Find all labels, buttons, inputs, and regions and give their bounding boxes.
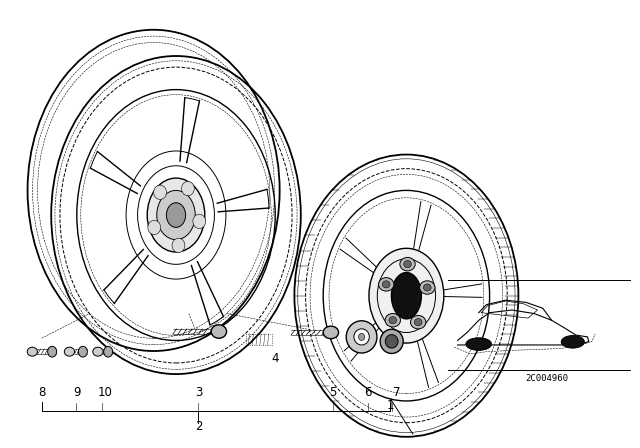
Ellipse shape (354, 329, 369, 345)
Text: 2C004960: 2C004960 (525, 374, 569, 383)
Text: 6: 6 (364, 385, 372, 399)
Ellipse shape (400, 258, 415, 271)
Ellipse shape (420, 281, 435, 294)
Ellipse shape (424, 284, 431, 291)
Ellipse shape (382, 281, 390, 288)
Ellipse shape (64, 347, 74, 356)
Text: 9: 9 (73, 385, 81, 399)
Ellipse shape (358, 333, 365, 340)
Text: 4: 4 (271, 352, 279, 365)
Ellipse shape (466, 338, 492, 350)
Text: 3: 3 (195, 385, 202, 399)
Ellipse shape (147, 178, 205, 252)
Ellipse shape (104, 346, 113, 357)
Text: 2: 2 (195, 420, 202, 433)
Bar (246, 334, 272, 345)
Ellipse shape (27, 347, 37, 356)
Ellipse shape (414, 319, 422, 326)
Ellipse shape (323, 326, 339, 339)
Ellipse shape (157, 190, 195, 240)
Ellipse shape (78, 346, 88, 357)
Ellipse shape (93, 347, 103, 356)
Text: 7: 7 (393, 385, 401, 399)
Ellipse shape (193, 214, 205, 228)
Ellipse shape (47, 346, 57, 357)
Ellipse shape (410, 315, 426, 329)
Ellipse shape (378, 278, 394, 291)
Ellipse shape (166, 202, 186, 228)
Ellipse shape (380, 329, 403, 353)
Text: 10: 10 (98, 385, 113, 399)
Ellipse shape (385, 314, 401, 327)
Ellipse shape (404, 261, 412, 268)
Text: 5: 5 (329, 385, 337, 399)
Ellipse shape (172, 238, 185, 253)
Ellipse shape (561, 336, 584, 348)
Ellipse shape (392, 272, 421, 319)
Ellipse shape (385, 335, 398, 348)
Ellipse shape (211, 325, 227, 338)
Ellipse shape (346, 321, 377, 353)
Text: 8: 8 (38, 385, 45, 399)
Text: 1: 1 (387, 399, 394, 412)
Ellipse shape (389, 317, 397, 324)
Ellipse shape (148, 220, 161, 235)
Ellipse shape (154, 185, 166, 199)
Ellipse shape (182, 181, 195, 196)
Ellipse shape (369, 248, 444, 343)
